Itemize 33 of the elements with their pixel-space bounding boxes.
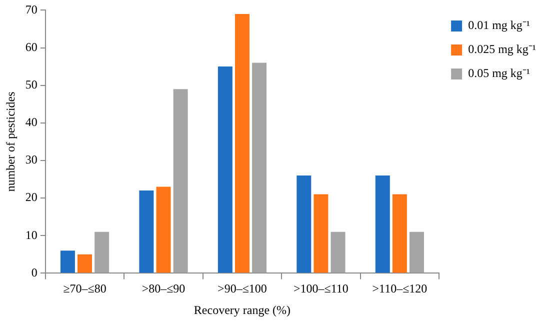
bar — [60, 250, 75, 273]
y-tick-label: 40 — [25, 115, 38, 130]
x-tick-label: >110–≤120 — [372, 282, 428, 296]
x-tick-label: >90–≤100 — [218, 282, 267, 296]
bar — [94, 232, 110, 273]
legend-label: 0.025 mg kg⁻¹ — [468, 42, 536, 56]
x-tick-label: ≥70–≤80 — [63, 282, 106, 296]
y-tick-label: 0 — [31, 265, 38, 280]
x-tick-label: >100–≤110 — [294, 282, 348, 296]
y-tick-label: 60 — [25, 40, 38, 54]
bar — [173, 89, 188, 273]
bar — [234, 14, 250, 273]
bar — [314, 194, 328, 273]
y-tick-label: 30 — [25, 152, 38, 167]
legend-label: 0.05 mg kg⁻¹ — [468, 66, 530, 80]
y-tick-label: 50 — [25, 78, 38, 92]
x-tick-label: >80–≤90 — [142, 282, 186, 296]
bar — [330, 232, 346, 273]
y-tick-label: 20 — [25, 190, 38, 204]
bar — [375, 176, 390, 273]
bar — [156, 186, 171, 273]
bar — [296, 176, 312, 273]
y-tick-label: 10 — [25, 228, 38, 242]
y-axis-title: number of pesticides — [3, 91, 18, 192]
bar — [252, 62, 267, 273]
legend-label: 0.01 mg kg⁻¹ — [468, 18, 530, 32]
bar — [392, 194, 407, 273]
bar — [139, 190, 154, 273]
bar — [410, 232, 424, 273]
bar — [78, 254, 92, 273]
y-tick-label: 70 — [25, 2, 38, 16]
x-axis-title: Recovery range (%) — [194, 302, 291, 317]
bar — [218, 66, 232, 273]
